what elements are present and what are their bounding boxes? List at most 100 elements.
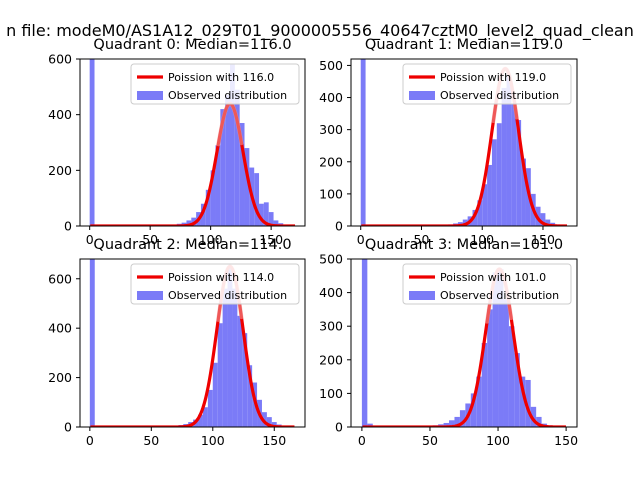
x-tick-label: 150	[531, 232, 555, 247]
histogram-bar	[545, 219, 551, 226]
histogram-bar	[239, 123, 245, 226]
chart-panel-2: 0 50 100 150 0 200 400 600 Quadrant 2: Median=11…	[48, 237, 306, 448]
x-tick-label: 50	[414, 232, 430, 247]
legend-hist-swatch	[137, 91, 163, 100]
histogram-bar	[501, 87, 507, 226]
histogram-bar	[459, 410, 466, 427]
histogram-bar	[259, 203, 264, 226]
histogram-bar	[367, 423, 373, 427]
legend-hist-label: Observed distribution	[440, 89, 559, 102]
y-tick-label: 400	[48, 321, 72, 336]
y-tick-label: 0	[64, 219, 72, 234]
histogram-bar	[530, 406, 537, 427]
histogram-bar	[89, 259, 95, 427]
x-tick-label: 150	[554, 433, 578, 448]
poisson-curve	[361, 267, 567, 427]
y-tick-label: 400	[319, 90, 343, 105]
axes-frame	[79, 58, 306, 227]
legend-box	[130, 263, 300, 305]
histogram-bar	[503, 299, 509, 427]
histogram-bar	[454, 416, 460, 427]
x-tick-label: 0	[357, 232, 365, 247]
panel-title: Quadrant 3: Median=101.0	[365, 237, 563, 253]
histogram-bar	[271, 422, 277, 427]
x-tick-label: 0	[358, 433, 366, 448]
histogram-bar	[498, 269, 504, 427]
histogram-bar	[514, 353, 520, 427]
histogram-bar	[449, 420, 455, 427]
histogram-bar	[360, 59, 366, 226]
y-tick-label: 0	[335, 219, 343, 234]
histogram-bar	[254, 173, 260, 226]
x-tick-label: 0	[86, 232, 94, 247]
y-tick-label: 300	[319, 319, 343, 334]
legend-curve-label: Poission with 119.0	[440, 71, 546, 84]
chart-panel-3: 0 50 100 150 0 100 200 300 400 500 Quadrant 3: Med…	[319, 237, 578, 448]
y-tick-label: 0	[335, 420, 343, 435]
histogram-bar	[202, 407, 208, 427]
legend-hist-label: Observed distribution	[440, 289, 559, 302]
axes-frame	[79, 258, 306, 428]
histogram-bar	[186, 220, 192, 226]
y-tick-label: 0	[64, 420, 72, 435]
legend-curve-label: Poission with 116.0	[168, 71, 274, 84]
legend-hist-swatch	[137, 291, 163, 300]
x-tick-label: 50	[422, 433, 438, 448]
legend-hist-label: Observed distribution	[168, 289, 287, 302]
histogram-bar	[540, 213, 546, 226]
histogram-bar	[516, 120, 522, 226]
y-tick-label: 500	[319, 252, 343, 267]
histogram-bar	[205, 189, 211, 226]
legend-hist-label: Observed distribution	[168, 89, 287, 102]
legend-hist-swatch	[409, 91, 435, 100]
panel-title: Quadrant 1: Median=119.0	[365, 37, 563, 53]
legend-box	[402, 63, 572, 105]
histogram-bar	[268, 212, 274, 226]
x-tick-label: 50	[143, 433, 159, 448]
legend-hist-swatch	[409, 291, 435, 300]
histogram-bar	[237, 315, 243, 427]
histogram-bar	[207, 389, 213, 427]
histogram-bar	[492, 272, 499, 427]
x-tick-label: 0	[86, 433, 94, 448]
histogram-bar	[476, 376, 482, 427]
chart-panels: 0 50 100 150 0 200 400 600 Quadrant 0: Median=11…	[48, 37, 578, 448]
histogram-bar	[443, 422, 450, 427]
legend-curve-label: Poission with 114.0	[168, 271, 274, 284]
histogram-bar	[481, 343, 488, 427]
y-tick-label: 500	[319, 58, 343, 73]
y-tick-label: 400	[319, 285, 343, 300]
histogram-bar	[225, 95, 230, 226]
histogram-bar	[511, 103, 517, 226]
histogram-bar	[273, 220, 279, 226]
y-tick-label: 100	[319, 186, 343, 201]
chart-panel-1: 0 50 100 150 0 100 200 300 400 500 Quadrant 1: Med…	[319, 37, 578, 247]
legend-curve-label: Poission with 101.0	[440, 271, 546, 284]
plot-area	[360, 59, 568, 226]
x-tick-label: 100	[470, 232, 494, 247]
histogram-bar	[220, 109, 226, 226]
poisson-curve	[89, 101, 296, 226]
histogram-bar	[232, 288, 238, 427]
poisson-curve	[89, 264, 296, 427]
poisson-curve	[360, 67, 568, 226]
histogram-bar	[266, 417, 272, 427]
histogram-bar	[487, 164, 492, 226]
axes-frame	[350, 58, 578, 227]
legend-box	[130, 63, 300, 105]
histogram-bar	[525, 379, 531, 427]
x-tick-label: 150	[262, 433, 286, 448]
panel-title: Quadrant 2: Median=114.0	[93, 237, 291, 253]
y-tick-label: 600	[48, 271, 72, 286]
histogram-bar	[230, 64, 235, 226]
legend-box	[402, 263, 572, 305]
x-tick-label: 100	[486, 433, 510, 448]
x-tick-label: 150	[259, 232, 283, 247]
y-tick-label: 200	[48, 370, 72, 385]
histogram-bar	[212, 362, 218, 427]
axes-frame	[350, 258, 578, 428]
y-tick-label: 100	[319, 386, 343, 401]
histogram-bar	[244, 148, 250, 226]
plot-area	[89, 59, 296, 226]
